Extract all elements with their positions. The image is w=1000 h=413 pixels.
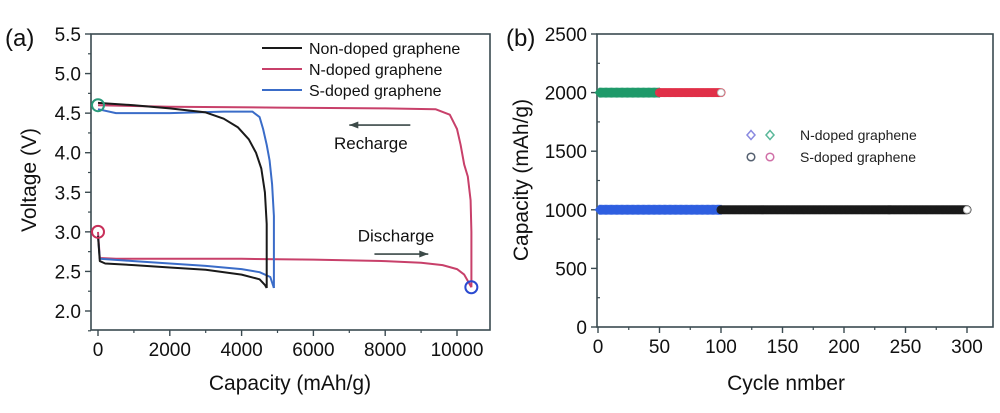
y-tick-label: 2000 [545,84,587,105]
legend-diamond-marker [764,129,776,141]
panel-b-label: (b) [506,25,535,52]
non-doped-graphenedischarge-curve [97,235,268,289]
panel-a-x-ticks: 0 2000 4000 6000 8000 10000 [93,330,484,361]
legend-circle-marker [765,152,775,162]
y-tick-label: 500 [555,259,587,280]
panel-a-x-axis-title: Capacity (mAh/g) [209,372,371,395]
n-doped-graphene-2000-mah-g-series [594,87,665,98]
y-tick-label: 5.5 [55,25,81,46]
panel-b-series [594,87,972,216]
series-end-point [963,205,971,214]
x-tick-label: 300 [951,337,983,358]
s-doped-graphene-2000-mah-g-series [655,88,726,98]
legend-label: Non-doped graphene [309,41,460,58]
panel-b-legend: N-doped graphene S-doped graphene [745,127,917,165]
series-end-point [717,88,725,97]
legend-circle-marker [746,152,756,162]
legend-diamond-marker [745,129,757,141]
x-tick-label: 250 [890,337,922,358]
panel-a-legend: Non-doped graphene N-doped graphene S-dope… [262,41,460,100]
discharge-arrow-head [419,250,429,258]
panel-a-annotations: Recharge Discharge [334,121,435,258]
n-doped-graphene-1000-mah-g-series [594,204,726,216]
panel-a-markers [91,98,479,295]
y-tick-label: 1000 [545,201,587,222]
x-tick-label: 100 [705,337,737,358]
panel-b-y-axis-title: Capacity (mAh/g) [510,99,533,261]
panel-a-y-ticks: 2.0 2.5 3.0 3.5 4.0 4.5 5.0 5.5 [55,25,91,332]
panel-b-plot-frame [596,33,994,328]
x-tick-label: 50 [649,337,670,358]
legend-label: N-doped graphene [309,62,443,79]
y-tick-label: 1500 [545,142,587,163]
start-recharge-circle [91,98,105,113]
x-tick-label: 200 [828,337,860,358]
panel-a-curves [97,101,473,289]
panel-b-x-axis-title: Cycle nmber [727,372,845,395]
s-doped-graphenedischarge-curve [97,235,275,289]
end-discharge-circle [464,280,479,295]
panel-a: (a) 2.0 2.5 3.0 3.5 4.0 4.5 5.0 5.5 0 2000 4000 60… [5,25,491,395]
x-tick-label: 6000 [292,340,334,361]
x-tick-label: 4000 [220,340,262,361]
start-discharge-circle [91,224,105,239]
legend-label: S-doped graphene [309,83,442,100]
panel-b-y-ticks: 0 500 1000 1500 2000 2500 [545,25,600,339]
panel-a-label: (a) [5,25,34,52]
legend-label: S-doped graphene [800,149,916,165]
legend-label: N-doped graphene [800,127,917,143]
s-doped-graphenerecharge-curve [97,108,275,288]
n-doped-graphenedischarge-curve [97,231,473,288]
y-tick-label: 5.0 [55,65,81,86]
non-doped-graphenerecharge-curve [97,101,268,288]
y-tick-label: 2500 [545,25,587,46]
y-tick-label: 4.0 [55,144,81,165]
x-tick-label: 0 [593,337,604,358]
x-tick-label: 8000 [364,340,406,361]
panel-a-y-axis-title: Voltage (V) [18,128,41,232]
recharge-arrow-head [349,121,359,129]
panel-b-x-ticks: 0 50 100 150 200 250 300 [593,327,983,358]
y-tick-label: 0 [576,318,587,339]
y-tick-label: 2.0 [55,302,81,323]
x-tick-label: 0 [93,340,104,361]
panel-a-plot-frame [90,33,491,331]
x-tick-label: 150 [767,337,799,358]
panel-b: (b) 0 500 1000 1500 2000 2500 0 50 100 150 200 250… [506,25,994,395]
n-doped-graphenerecharge-curve [97,104,473,288]
y-tick-label: 3.5 [55,183,81,204]
y-tick-label: 3.0 [55,223,81,244]
y-tick-label: 4.5 [55,104,81,125]
x-tick-label: 10000 [431,340,484,361]
y-tick-label: 2.5 [55,262,81,283]
discharge-label: Discharge [358,226,435,245]
x-tick-label: 2000 [149,340,191,361]
recharge-label: Recharge [334,134,408,153]
s-doped-graphene-1000-mah-g-series [716,205,972,215]
